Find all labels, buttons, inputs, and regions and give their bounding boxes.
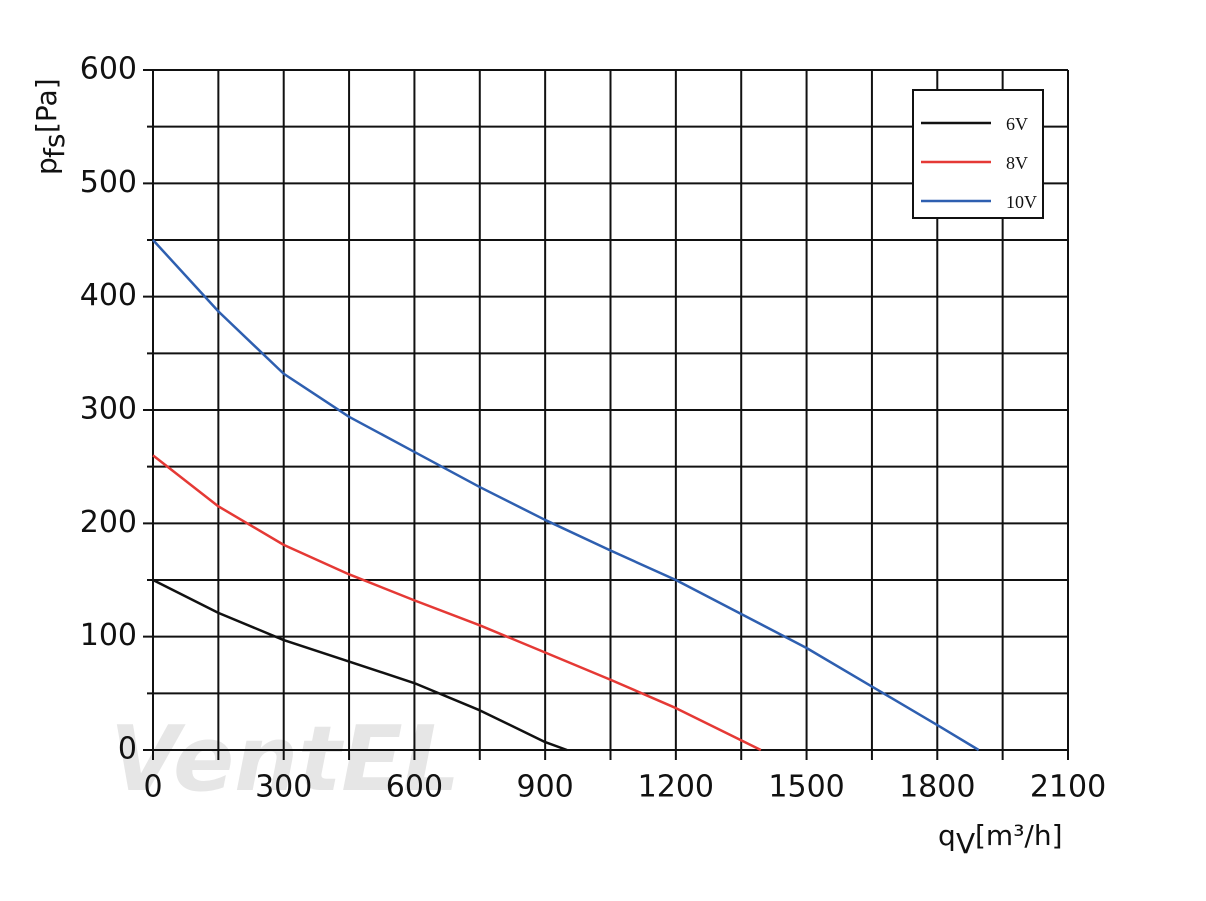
x-label-symbol: q [938,819,956,852]
y-label-unit: [Pa] [30,78,63,133]
x-tick-label: 900 [517,770,574,805]
y-tick-label: 500 [80,165,137,200]
legend-label: 6V [1006,114,1028,134]
x-tick-label: 1800 [899,770,975,805]
series-line [152,239,980,752]
legend: 6V 8V 10V [912,89,1044,219]
y-tick-label: 300 [80,392,137,427]
x-tick-label: 0 [143,770,162,805]
y-tick-label: 400 [80,278,137,313]
y-tick-label: 100 [80,618,137,653]
legend-label: 8V [1006,153,1028,173]
x-tick-label: 300 [255,770,312,805]
plot-lines [152,239,980,752]
x-tick-label: 1200 [638,770,714,805]
y-label-symbol: p [30,157,63,175]
series-line [152,454,762,752]
x-tick-label: 600 [386,770,443,805]
y-label-subscript: fs [38,134,71,158]
x-label-subscript: V [956,827,975,860]
watermark: VentEL [110,707,460,812]
y-tick-label: 0 [118,732,137,767]
x-tick-label: 2100 [1030,770,1106,805]
x-axis-label: q V [m³/h] [938,819,1063,860]
x-tick-label: 1500 [768,770,844,805]
y-tick-label: 200 [80,505,137,540]
series-line [152,578,568,752]
legend-box [912,89,1044,219]
y-tick-label: 600 [80,52,137,87]
x-label-unit: [m³/h] [975,819,1063,852]
legend-label: 10V [1006,192,1037,212]
y-axis-label: p fs [Pa] [30,78,71,175]
